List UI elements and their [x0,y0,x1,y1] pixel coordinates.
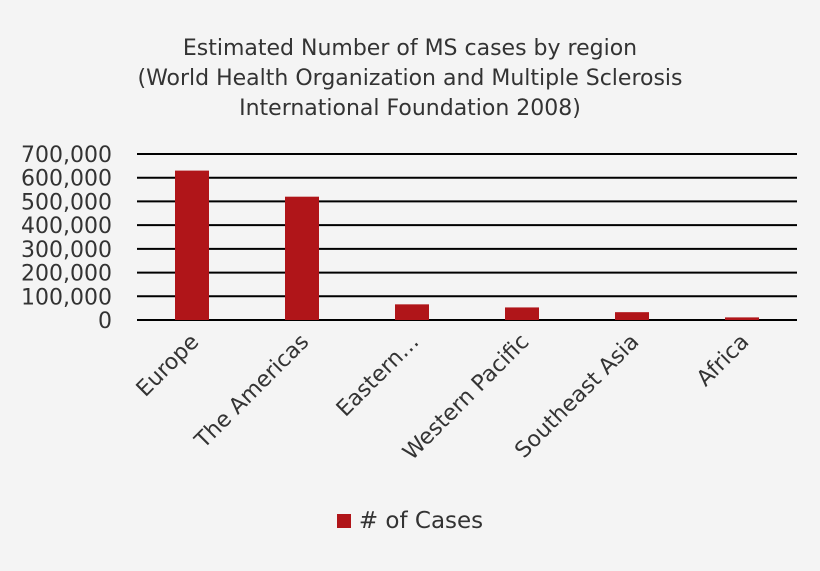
bar [615,312,649,320]
bar [505,307,539,320]
chart-title-line-3: International Foundation 2008) [239,96,581,121]
bar [395,304,429,320]
y-tick-label: 100,000 [21,285,112,310]
chart-legend: # of Cases [0,508,820,534]
bar [725,317,759,320]
x-tick-label: Europe [132,330,204,402]
x-tick-label: Africa [692,330,754,392]
y-tick-label: 600,000 [21,167,112,192]
y-tick-label: 200,000 [21,262,112,287]
y-tick-label: 500,000 [21,190,112,215]
legend-label: # of Cases [358,508,484,534]
y-tick-label: 400,000 [21,214,112,239]
legend-swatch [336,514,351,528]
chart-title-line-2: (World Health Organization and Multiple … [137,66,683,91]
bar [175,170,209,320]
bar [285,196,319,320]
x-tick-label: The Americas [190,330,315,455]
y-tick-label: 0 [98,309,112,334]
x-tick-label: Eastern… [332,330,424,422]
chart-title-line-1: Estimated Number of MS cases by region [182,36,638,61]
y-tick-label: 700,000 [21,143,112,168]
y-tick-label: 300,000 [21,238,112,263]
